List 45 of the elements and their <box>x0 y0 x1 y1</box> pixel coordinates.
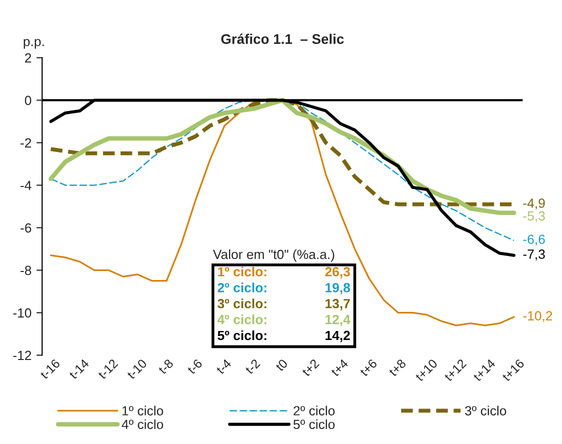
annotation: 3º ciclo: <box>218 298 266 308</box>
data-label: -5,3 <box>523 211 545 222</box>
x-tick-label: t-2 <box>244 358 261 375</box>
x-tick-label: t+6 <box>359 358 378 377</box>
x-tick-label: t-12 <box>97 358 118 380</box>
annotation: 1º ciclo: <box>218 266 266 276</box>
annotation: 4º ciclo: <box>217 314 266 324</box>
data-label: -4,9 <box>523 198 545 210</box>
annotation: 26,3 <box>325 267 350 278</box>
x-tick-label: t+8 <box>388 358 406 377</box>
annotation: 14,2 <box>326 330 350 342</box>
x-tick-label: t-8 <box>158 358 174 375</box>
x-tick-label: t-14 <box>68 358 90 380</box>
y-tick-label: -6 <box>20 223 32 233</box>
annotation: 5º ciclo: <box>218 330 266 340</box>
y-tick-label: -2 <box>20 138 32 148</box>
x-tick-label: t-16 <box>39 358 60 380</box>
data-label: -10,2 <box>523 311 552 322</box>
y-tick-label: -4 <box>20 180 32 190</box>
x-tick-label: t0 <box>274 358 288 372</box>
y-tick-label: -8 <box>20 266 32 276</box>
y-axis-title: p.p. <box>24 38 44 49</box>
legend-label: 2º ciclo <box>294 406 335 416</box>
y-tick-label: -12 <box>13 350 32 360</box>
x-tick-label: t-6 <box>186 358 203 375</box>
legend-label: 5º ciclo <box>293 419 335 430</box>
line-series <box>50 99 515 326</box>
x-tick-label: t-10 <box>126 358 148 380</box>
y-tick-label: -10 <box>13 308 32 318</box>
x-tick-label: t+4 <box>330 358 349 377</box>
annotation: 13,7 <box>326 298 350 310</box>
annotation: Valor em "t0" (%a.a.) <box>212 249 334 262</box>
data-label: -6,6 <box>523 234 545 246</box>
legend-label: 4º ciclo <box>122 419 164 430</box>
annotation: 19,8 <box>326 282 350 294</box>
chart-title: Gráfico 1.1 – Selic <box>221 34 344 44</box>
legend-label: 1º ciclo <box>122 406 164 416</box>
data-label: -7,3 <box>523 250 545 260</box>
x-tick-label: t+2 <box>301 358 320 377</box>
annotation: 12,4 <box>326 314 350 326</box>
y-tick-label: 0 <box>24 96 32 106</box>
annotation: 2º ciclo: <box>218 282 266 292</box>
y-tick-label: 2 <box>25 53 32 62</box>
x-tick-label: t-4 <box>216 358 232 375</box>
legend-label: 3º ciclo <box>464 406 506 416</box>
